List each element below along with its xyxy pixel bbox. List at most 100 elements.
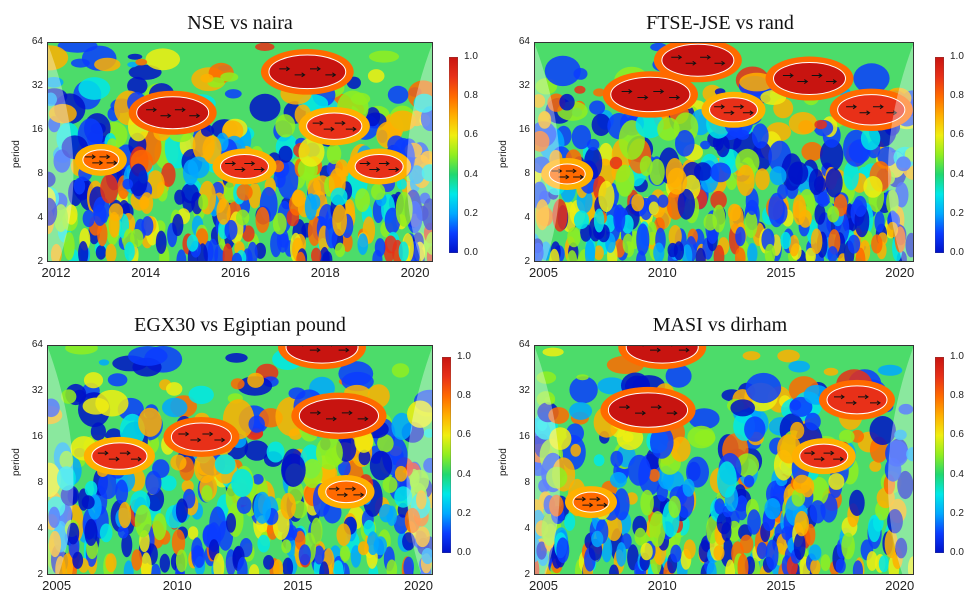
coherence-blob	[47, 92, 57, 107]
coherence-blob	[710, 190, 727, 210]
coherence-blob	[843, 161, 859, 191]
coherence-blob	[885, 440, 909, 467]
coherence-blob	[84, 480, 98, 497]
phase-arrow	[833, 456, 845, 462]
coherence-blob	[567, 250, 578, 262]
coherence-blob	[906, 447, 914, 462]
phase-arrow	[310, 410, 322, 416]
coherence-blob	[291, 189, 306, 207]
coherence-blob	[236, 209, 250, 226]
coherence-blob	[895, 537, 908, 559]
colorbar-tick-label: 0.0	[950, 247, 964, 258]
phase-arrow	[782, 73, 794, 78]
phase-arrow	[92, 160, 104, 166]
coherence-blob	[814, 203, 826, 225]
x-tick-label: 2005	[529, 578, 558, 593]
phase-arrow	[714, 60, 726, 66]
coherence-blob	[569, 402, 593, 420]
phase-arrow	[214, 437, 226, 443]
coherence-blob	[310, 517, 323, 545]
phase-arrow	[357, 416, 369, 422]
phase-arrow	[671, 54, 683, 60]
coherence-blob	[186, 234, 199, 252]
coherence-blob	[281, 539, 292, 554]
coherence-blob	[613, 488, 630, 521]
phase-arrow	[225, 161, 236, 166]
phase-arrow	[826, 79, 838, 84]
coherence-blob	[155, 230, 167, 254]
colorbar-tick-label: 0.8	[464, 90, 478, 102]
phase-arrow	[99, 154, 111, 160]
coherence-blob	[216, 198, 231, 225]
x-tick-label: 2010	[647, 578, 677, 593]
coherence-blob	[601, 536, 613, 563]
coherence-blob	[850, 429, 864, 443]
coherence-blob	[670, 544, 682, 563]
coherence-blob	[682, 478, 695, 497]
coherence-blob	[128, 346, 168, 366]
coherence-blob	[249, 564, 260, 575]
coherence-blob	[536, 371, 557, 384]
coherence-blob	[330, 187, 348, 206]
y-tick-label: 16	[31, 431, 43, 442]
coherence-blob	[371, 183, 386, 200]
y-tick-label: 32	[518, 385, 530, 396]
coherence-blob	[804, 412, 821, 431]
coherence-blob	[745, 372, 782, 404]
chart-title: NSE vs naira	[187, 12, 293, 34]
phase-arrow	[872, 104, 884, 110]
coherence-blob	[593, 245, 604, 261]
phase-arrow	[621, 89, 633, 94]
coherence-blob	[541, 512, 557, 546]
phase-arrow	[310, 66, 321, 72]
coherence-blob	[255, 42, 275, 51]
phase-arrow	[359, 161, 371, 166]
coherence-blob	[198, 194, 209, 211]
coherence-blob	[47, 77, 64, 88]
coherence-blob	[175, 498, 188, 523]
coherence-blob	[335, 159, 349, 178]
phase-arrow	[558, 174, 570, 180]
coherence-blob	[535, 199, 550, 231]
coherence-blob	[336, 523, 351, 546]
coherence-blob	[564, 513, 576, 531]
coherence-blob	[814, 119, 827, 130]
coherence-blob	[220, 72, 239, 82]
y-tick-label: 8	[37, 477, 43, 488]
coherence-blob	[193, 546, 206, 568]
coherence-blob	[214, 454, 236, 475]
coherence-blob	[552, 199, 568, 232]
x-tick-label: 2005	[42, 578, 72, 593]
coherence-blob	[706, 561, 717, 575]
coherence-blob	[187, 526, 199, 540]
coherence-blob	[548, 407, 570, 424]
coherence-blob	[166, 382, 183, 396]
coherence-blob	[570, 443, 581, 457]
coherence-blob	[769, 166, 787, 186]
colorbar-tick-label: 0.2	[464, 207, 478, 219]
coherence-blob	[275, 114, 296, 138]
coherence-blob	[278, 145, 293, 163]
coherence-blob	[338, 459, 351, 477]
coherence-blob	[820, 139, 844, 172]
coherence-blob	[47, 462, 61, 497]
coherence-blob	[124, 241, 135, 262]
coherence-blob	[391, 412, 413, 440]
y-tick-label: 64	[518, 36, 530, 47]
coherence-blob	[339, 545, 351, 562]
coherence-blob	[649, 511, 666, 547]
colorbar-tick-label: 1.0	[950, 351, 964, 362]
coherence-hotspot	[618, 345, 707, 370]
phase-arrow	[650, 347, 661, 353]
coherence-blob	[249, 93, 281, 122]
coherence-blob	[631, 194, 645, 212]
coherence-blob	[573, 68, 588, 80]
y-tick-label: 16	[518, 431, 530, 442]
coherence-blob	[546, 466, 568, 489]
coherence-hotspot	[541, 158, 594, 190]
coherence-blob	[123, 560, 134, 575]
colorbar-tick-label: 0.2	[457, 507, 471, 519]
y-axis-label: period	[11, 140, 22, 168]
coherence-blob	[789, 396, 813, 417]
coherence-blob	[878, 555, 889, 573]
